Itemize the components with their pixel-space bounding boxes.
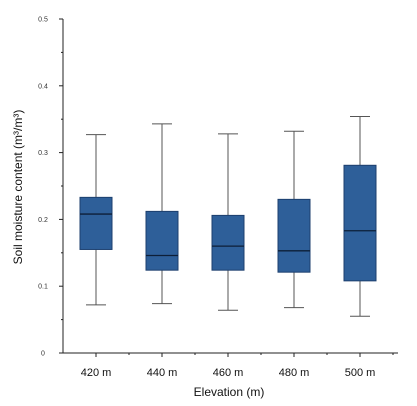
- x-tick-label: 460 m: [213, 367, 244, 379]
- box-420-m: [79, 134, 113, 306]
- y-tick-label: 0: [41, 351, 45, 358]
- y-tick-label: 0.3: [38, 150, 48, 157]
- y-axis-title: Soil moisture content (m³/m³): [11, 110, 25, 265]
- box-440-m: [145, 123, 179, 305]
- x-tick-label: 480 m: [279, 367, 310, 379]
- box-series: [79, 116, 377, 317]
- x-axis: 420 m 440 m 460 m 480 m 500 m: [63, 352, 398, 379]
- iqr-box: [79, 196, 113, 250]
- box-500-m: [343, 116, 377, 317]
- x-tick-label: 440 m: [147, 367, 178, 379]
- iqr-box: [277, 198, 311, 273]
- y-tick-label: 0.2: [38, 217, 48, 224]
- y-tick-label: 0.4: [38, 83, 48, 90]
- x-tick-label: 420 m: [81, 367, 112, 379]
- iqr-box: [145, 210, 179, 271]
- iqr-box: [343, 164, 377, 282]
- iqr-box: [211, 214, 245, 271]
- x-tick-label: 500 m: [345, 367, 376, 379]
- x-axis-title: Elevation (m): [194, 385, 265, 399]
- y-axis: 0 0.1 0.2 0.3 0.4 0.5: [38, 17, 64, 358]
- y-tick-label: 0.5: [38, 17, 48, 24]
- box-460-m: [211, 133, 245, 311]
- box-480-m: [277, 130, 311, 309]
- y-tick-label: 0.1: [38, 284, 48, 291]
